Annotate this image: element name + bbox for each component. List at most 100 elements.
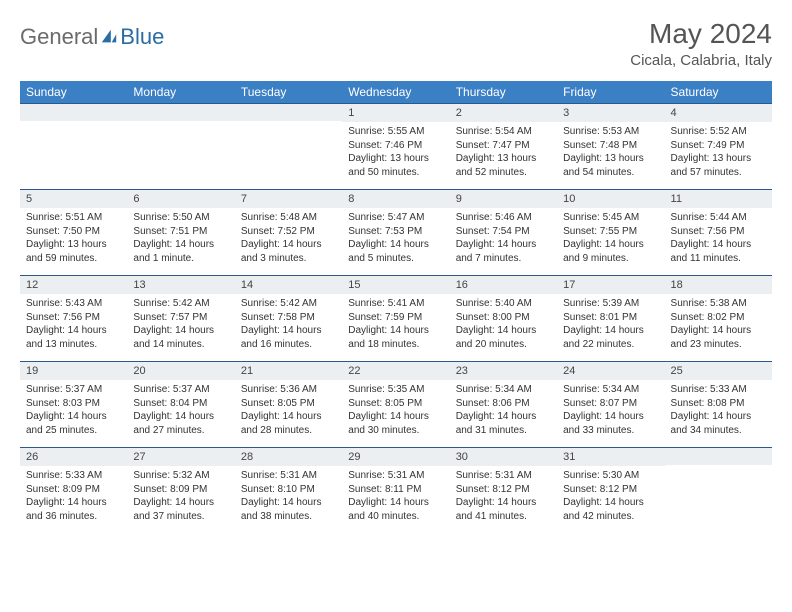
day-details: Sunrise: 5:48 AMSunset: 7:52 PMDaylight:… [235, 208, 342, 271]
day-number: 28 [235, 447, 342, 466]
month-year-title: May 2024 [630, 18, 772, 50]
day-details: Sunrise: 5:31 AMSunset: 8:12 PMDaylight:… [450, 466, 557, 529]
daylight-text: Daylight: 13 hours and 52 minutes. [456, 152, 551, 179]
daylight-text: Daylight: 14 hours and 13 minutes. [26, 324, 121, 351]
sunset-text: Sunset: 7:52 PM [241, 225, 336, 239]
sunset-text: Sunset: 7:49 PM [671, 139, 766, 153]
calendar-week-row: 12Sunrise: 5:43 AMSunset: 7:56 PMDayligh… [20, 275, 772, 361]
sunrise-text: Sunrise: 5:31 AM [456, 469, 551, 483]
calendar-day-cell: 20Sunrise: 5:37 AMSunset: 8:04 PMDayligh… [127, 361, 234, 447]
sunrise-text: Sunrise: 5:34 AM [563, 383, 658, 397]
sunrise-text: Sunrise: 5:36 AM [241, 383, 336, 397]
sunset-text: Sunset: 7:50 PM [26, 225, 121, 239]
day-details: Sunrise: 5:42 AMSunset: 7:58 PMDaylight:… [235, 294, 342, 357]
day-number: 26 [20, 447, 127, 466]
sunrise-text: Sunrise: 5:47 AM [348, 211, 443, 225]
calendar-day-cell: 3Sunrise: 5:53 AMSunset: 7:48 PMDaylight… [557, 103, 664, 189]
day-number [20, 103, 127, 121]
day-number: 9 [450, 189, 557, 208]
daylight-text: Daylight: 14 hours and 25 minutes. [26, 410, 121, 437]
calendar-table: Sunday Monday Tuesday Wednesday Thursday… [20, 81, 772, 533]
day-details: Sunrise: 5:34 AMSunset: 8:07 PMDaylight:… [557, 380, 664, 443]
sunset-text: Sunset: 7:56 PM [26, 311, 121, 325]
calendar-day-cell: 2 Sunrise: 5:54 AMSunset: 7:47 PMDaylight… [450, 103, 557, 189]
sunrise-text: Sunrise: 5:53 AM [563, 125, 658, 139]
weekday-header: Friday [557, 81, 664, 103]
calendar-day-cell [127, 103, 234, 189]
sunset-text: Sunset: 7:57 PM [133, 311, 228, 325]
sunrise-text: Sunrise: 5:33 AM [671, 383, 766, 397]
sunset-text: Sunset: 7:56 PM [671, 225, 766, 239]
calendar-day-cell: 14Sunrise: 5:42 AMSunset: 7:58 PMDayligh… [235, 275, 342, 361]
day-number [127, 103, 234, 121]
calendar-day-cell: 24Sunrise: 5:34 AMSunset: 8:07 PMDayligh… [557, 361, 664, 447]
calendar-day-cell: 11Sunrise: 5:44 AMSunset: 7:56 PMDayligh… [665, 189, 772, 275]
weekday-header: Tuesday [235, 81, 342, 103]
calendar-week-row: 5Sunrise: 5:51 AMSunset: 7:50 PMDaylight… [20, 189, 772, 275]
day-details: Sunrise: 5:37 AMSunset: 8:03 PMDaylight:… [20, 380, 127, 443]
calendar-day-cell: 19Sunrise: 5:37 AMSunset: 8:03 PMDayligh… [20, 361, 127, 447]
calendar-week-row: 1Sunrise: 5:55 AMSunset: 7:46 PMDaylight… [20, 103, 772, 189]
day-details: Sunrise: 5:32 AMSunset: 8:09 PMDaylight:… [127, 466, 234, 529]
sunrise-text: Sunrise: 5:54 AM [456, 125, 551, 139]
day-details: Sunrise: 5:50 AMSunset: 7:51 PMDaylight:… [127, 208, 234, 271]
daylight-text: Daylight: 14 hours and 1 minute. [133, 238, 228, 265]
sunrise-text: Sunrise: 5:50 AM [133, 211, 228, 225]
day-number: 15 [342, 275, 449, 294]
sunset-text: Sunset: 7:47 PM [456, 139, 551, 153]
daylight-text: Daylight: 14 hours and 20 minutes. [456, 324, 551, 351]
calendar-day-cell: 6Sunrise: 5:50 AMSunset: 7:51 PMDaylight… [127, 189, 234, 275]
daylight-text: Daylight: 13 hours and 57 minutes. [671, 152, 766, 179]
daylight-text: Daylight: 14 hours and 22 minutes. [563, 324, 658, 351]
sunrise-text: Sunrise: 5:46 AM [456, 211, 551, 225]
daylight-text: Daylight: 14 hours and 18 minutes. [348, 324, 443, 351]
day-number: 20 [127, 361, 234, 380]
sunset-text: Sunset: 7:54 PM [456, 225, 551, 239]
daylight-text: Daylight: 13 hours and 54 minutes. [563, 152, 658, 179]
day-details: Sunrise: 5:38 AMSunset: 8:02 PMDaylight:… [665, 294, 772, 357]
calendar-day-cell: 9Sunrise: 5:46 AMSunset: 7:54 PMDaylight… [450, 189, 557, 275]
calendar-day-cell: 22Sunrise: 5:35 AMSunset: 8:05 PMDayligh… [342, 361, 449, 447]
sunset-text: Sunset: 8:06 PM [456, 397, 551, 411]
calendar-day-cell: 25Sunrise: 5:33 AMSunset: 8:08 PMDayligh… [665, 361, 772, 447]
title-block: May 2024 Cicala, Calabria, Italy [630, 18, 772, 69]
day-details: Sunrise: 5:43 AMSunset: 7:56 PMDaylight:… [20, 294, 127, 357]
day-details: Sunrise: 5:47 AMSunset: 7:53 PMDaylight:… [342, 208, 449, 271]
day-details: Sunrise: 5:31 AMSunset: 8:10 PMDaylight:… [235, 466, 342, 529]
sunrise-text: Sunrise: 5:30 AM [563, 469, 658, 483]
daylight-text: Daylight: 14 hours and 16 minutes. [241, 324, 336, 351]
calendar-day-cell: 1Sunrise: 5:55 AMSunset: 7:46 PMDaylight… [342, 103, 449, 189]
day-details: Sunrise: 5:45 AMSunset: 7:55 PMDaylight:… [557, 208, 664, 271]
calendar-day-cell: 13Sunrise: 5:42 AMSunset: 7:57 PMDayligh… [127, 275, 234, 361]
daylight-text: Daylight: 14 hours and 14 minutes. [133, 324, 228, 351]
sunrise-text: Sunrise: 5:33 AM [26, 469, 121, 483]
day-details: Sunrise: 5:33 AMSunset: 8:09 PMDaylight:… [20, 466, 127, 529]
day-details: Sunrise: 5:39 AMSunset: 8:01 PMDaylight:… [557, 294, 664, 357]
day-details: Sunrise: 5:33 AMSunset: 8:08 PMDaylight:… [665, 380, 772, 443]
day-number [235, 103, 342, 121]
day-details: Sunrise: 5:41 AMSunset: 7:59 PMDaylight:… [342, 294, 449, 357]
day-number: 2 [450, 103, 557, 122]
sunset-text: Sunset: 8:12 PM [456, 483, 551, 497]
sunrise-text: Sunrise: 5:38 AM [671, 297, 766, 311]
sunrise-text: Sunrise: 5:39 AM [563, 297, 658, 311]
sunrise-text: Sunrise: 5:37 AM [133, 383, 228, 397]
sunrise-text: Sunrise: 5:43 AM [26, 297, 121, 311]
sunset-text: Sunset: 8:12 PM [563, 483, 658, 497]
sunrise-text: Sunrise: 5:40 AM [456, 297, 551, 311]
day-details: Sunrise: 5:34 AMSunset: 8:06 PMDaylight:… [450, 380, 557, 443]
daylight-text: Daylight: 14 hours and 31 minutes. [456, 410, 551, 437]
sunrise-text: Sunrise: 5:42 AM [241, 297, 336, 311]
day-details: Sunrise: 5:30 AMSunset: 8:12 PMDaylight:… [557, 466, 664, 529]
calendar-week-row: 26Sunrise: 5:33 AMSunset: 8:09 PMDayligh… [20, 447, 772, 533]
weekday-header: Wednesday [342, 81, 449, 103]
day-number: 7 [235, 189, 342, 208]
weekday-header-row: Sunday Monday Tuesday Wednesday Thursday… [20, 81, 772, 103]
sunset-text: Sunset: 8:10 PM [241, 483, 336, 497]
day-number: 5 [20, 189, 127, 208]
daylight-text: Daylight: 14 hours and 9 minutes. [563, 238, 658, 265]
sunset-text: Sunset: 7:59 PM [348, 311, 443, 325]
sunset-text: Sunset: 7:46 PM [348, 139, 443, 153]
daylight-text: Daylight: 14 hours and 38 minutes. [241, 496, 336, 523]
day-details: Sunrise: 5:31 AMSunset: 8:11 PMDaylight:… [342, 466, 449, 529]
